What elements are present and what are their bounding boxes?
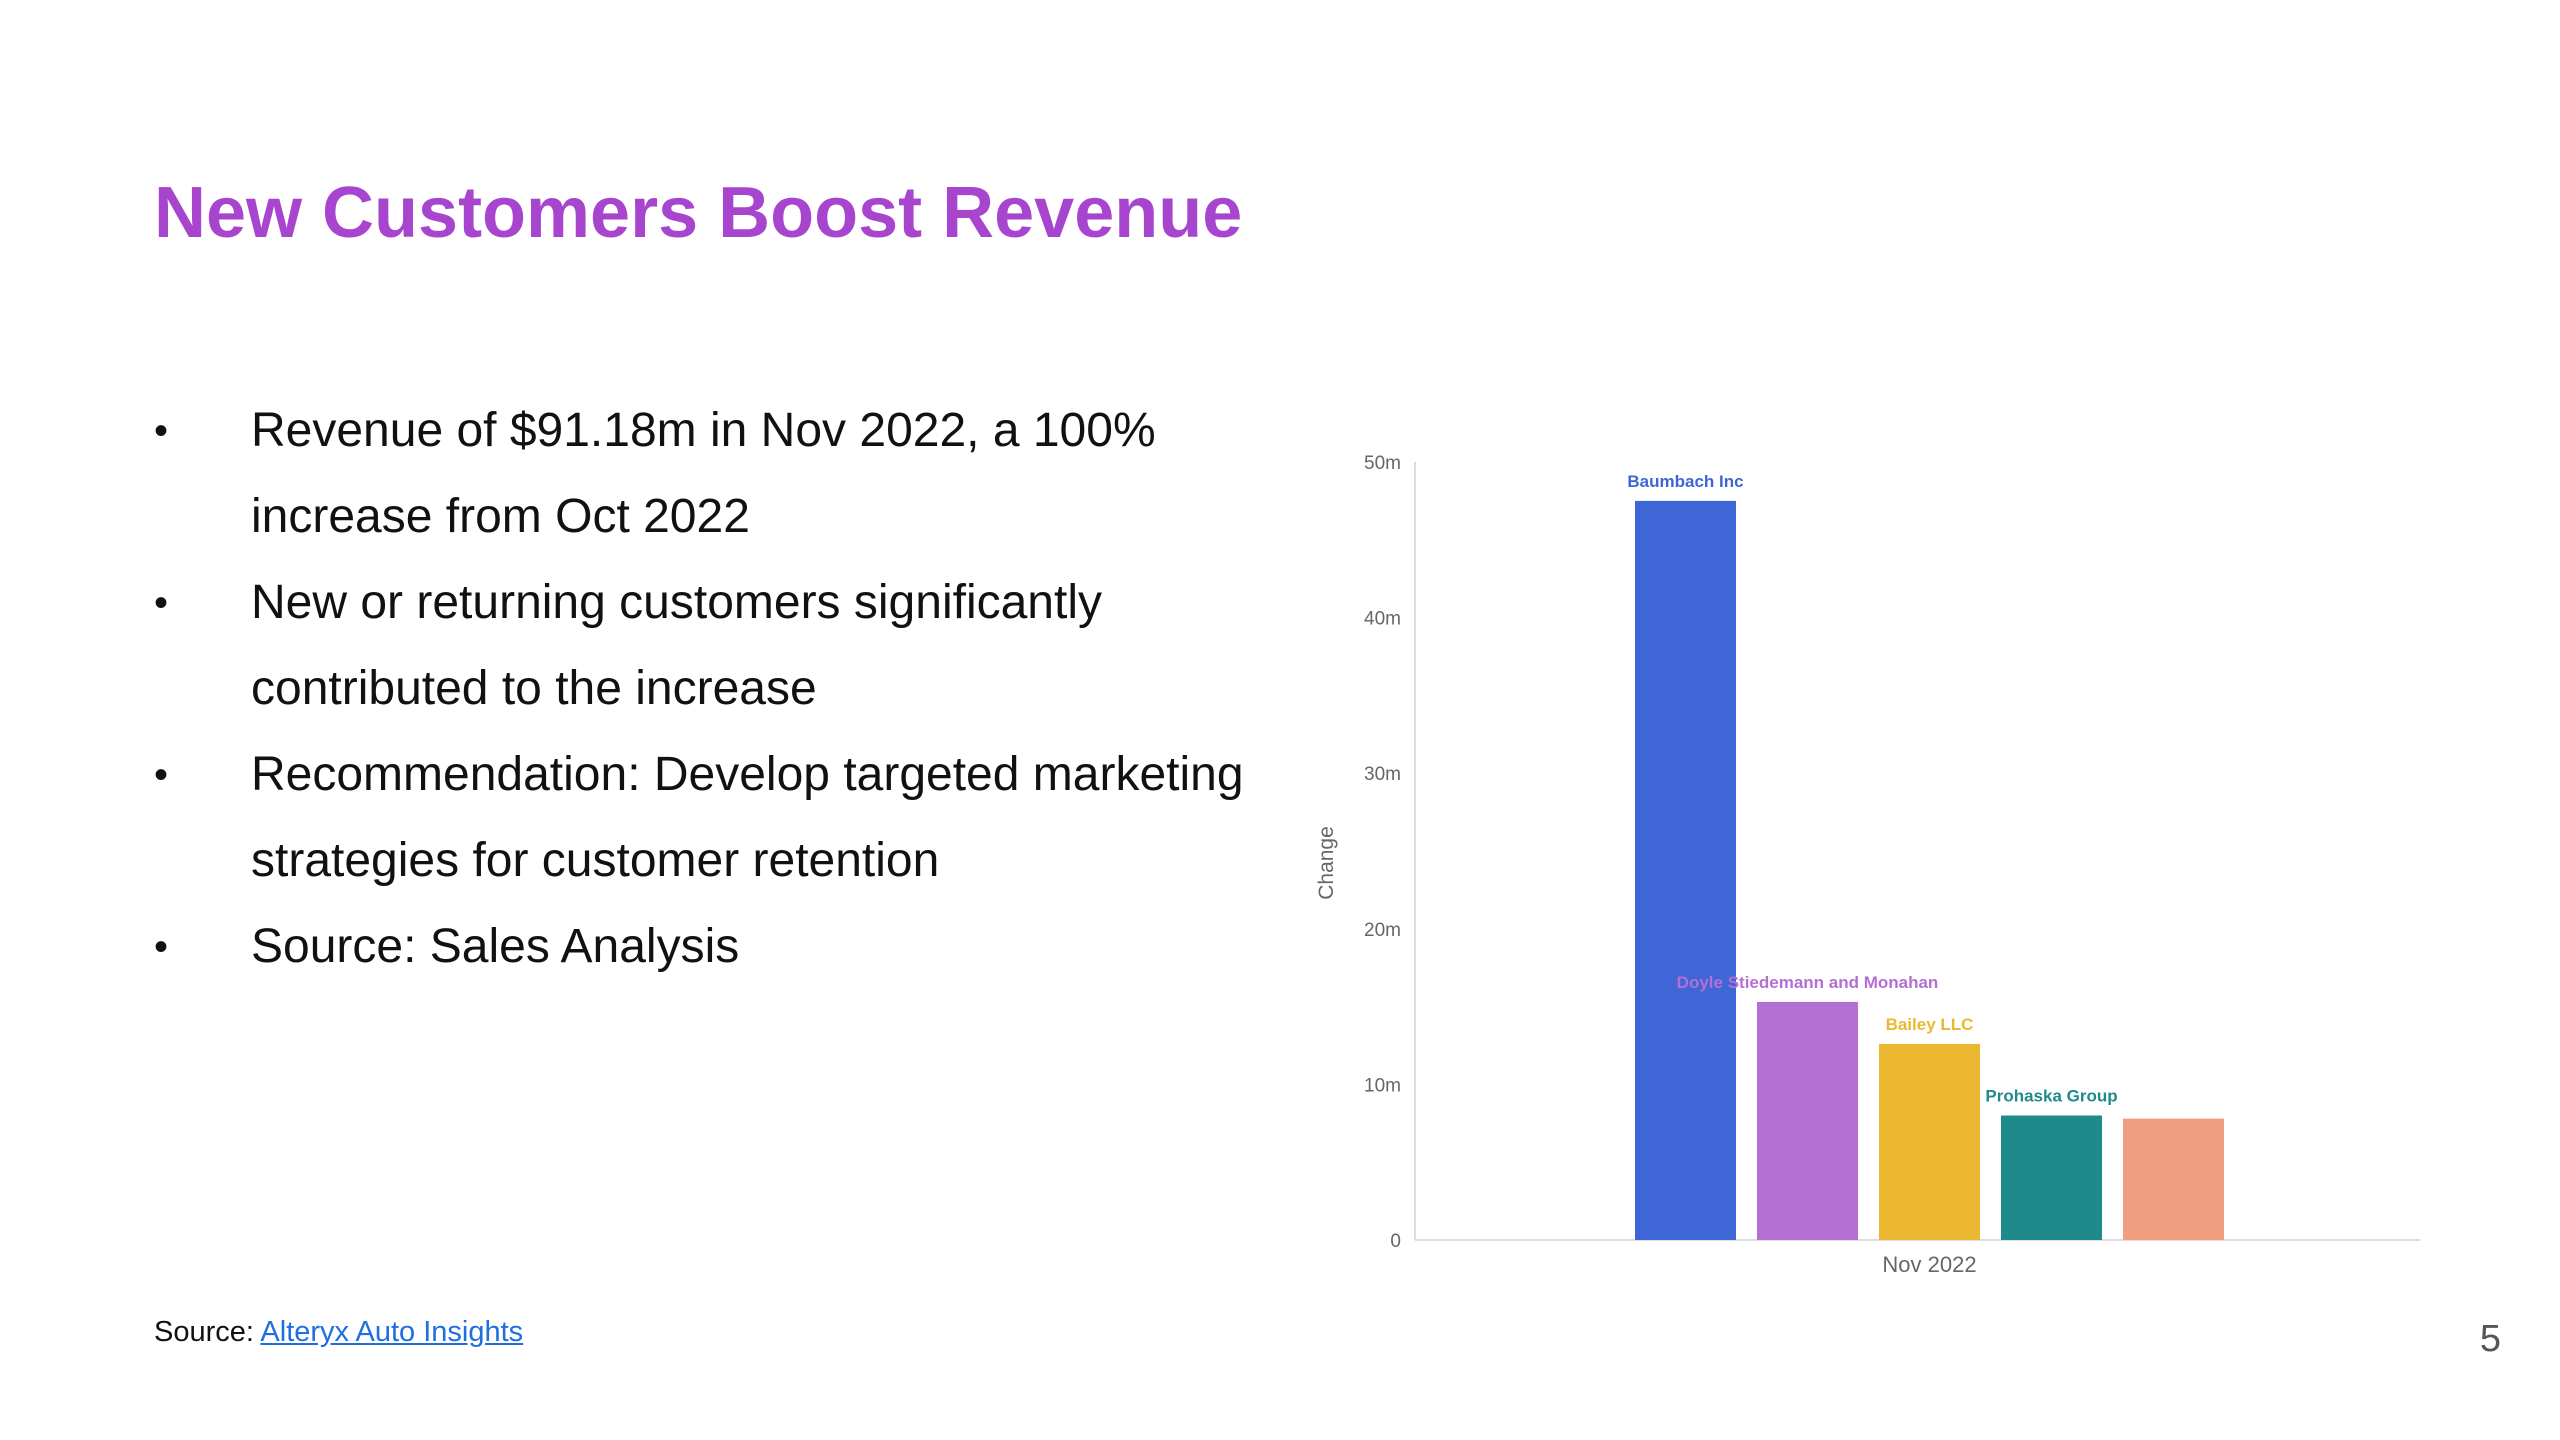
bar-label: Baumbach Inc — [1627, 472, 1743, 491]
bar — [1757, 1001, 1858, 1240]
source-footer: Source: Alteryx Auto Insights — [154, 1316, 523, 1349]
page-number: 5 — [2479, 1318, 2501, 1360]
bullet-symbol: • — [154, 409, 169, 453]
bullet-text: New or returning customers significantly… — [251, 576, 1102, 715]
y-tick-label: 50m — [1364, 453, 1401, 474]
bullet-text: Recommendation: Develop targeted marketi… — [251, 748, 1244, 887]
slide-title: New Customers Boost Revenue — [154, 173, 1243, 253]
y-tick-label: 30m — [1364, 764, 1401, 785]
bullet-item: • Source: Sales Analysis — [154, 904, 1244, 990]
bullet-symbol: • — [154, 925, 169, 969]
bar-label: Prohaska Group — [1985, 1087, 2117, 1106]
source-link[interactable]: Alteryx Auto Insights — [260, 1316, 524, 1348]
bar-label: Doyle Stiedemann and Monahan — [1677, 973, 1939, 992]
bullet-list: • Revenue of $91.18m in Nov 2022, a 100%… — [154, 388, 1244, 990]
y-tick-label: 0 — [1390, 1231, 1401, 1252]
bullet-symbol: • — [154, 753, 169, 797]
bullet-symbol: • — [154, 581, 169, 625]
y-tick-label: 20m — [1364, 920, 1401, 941]
y-tick-label: 10m — [1364, 1075, 1401, 1096]
bullet-item: • New or returning customers significant… — [154, 560, 1244, 732]
bullet-item: • Revenue of $91.18m in Nov 2022, a 100%… — [154, 388, 1244, 560]
bar — [1879, 1043, 1980, 1240]
y-tick-label: 40m — [1364, 609, 1401, 630]
y-axis-title: Change — [1315, 826, 1338, 900]
bullet-item: • Recommendation: Develop targeted marke… — [154, 732, 1244, 904]
source-label: Source: — [154, 1316, 261, 1348]
x-tick-label: Nov 2022 — [1882, 1252, 1976, 1277]
bullet-text: Revenue of $91.18m in Nov 2022, a 100% i… — [251, 404, 1156, 543]
bar — [2123, 1118, 2224, 1240]
bar — [2001, 1115, 2102, 1240]
bar-chart: 0 10m 20m 30m 40m 50m Change Baumbach Inc Doyle … — [1315, 453, 2420, 1277]
bar-label: Bailey LLC — [1886, 1015, 1974, 1034]
bar — [1635, 500, 1736, 1240]
bullet-text: Source: Sales Analysis — [251, 920, 740, 973]
